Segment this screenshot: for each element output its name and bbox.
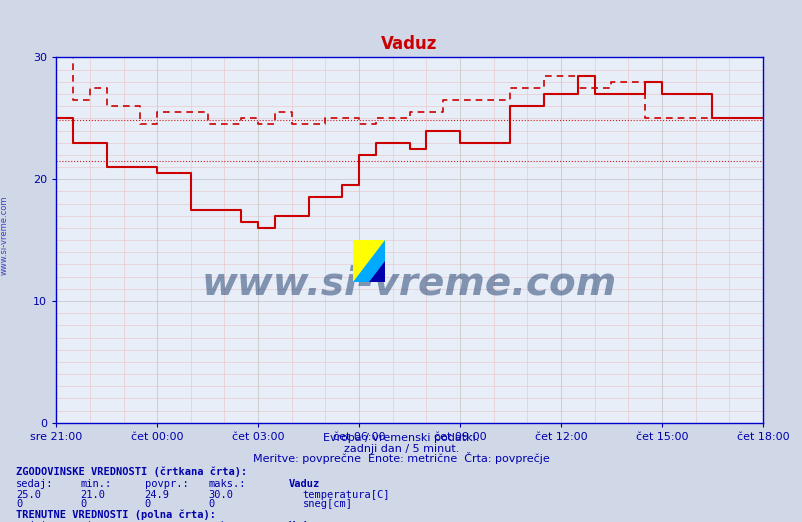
Text: maks.:: maks.: bbox=[209, 521, 246, 522]
Text: 0: 0 bbox=[144, 500, 151, 509]
Text: 25.0: 25.0 bbox=[16, 490, 41, 500]
Text: 21.0: 21.0 bbox=[80, 490, 105, 500]
Text: Vaduz: Vaduz bbox=[289, 479, 320, 489]
Text: maks.:: maks.: bbox=[209, 479, 246, 489]
Text: Evropa / vremenski podatki.: Evropa / vremenski podatki. bbox=[323, 433, 479, 443]
Text: TRENUTNE VREDNOSTI (polna črta):: TRENUTNE VREDNOSTI (polna črta): bbox=[16, 509, 216, 520]
Text: Meritve: povprečne  Enote: metrične  Črta: povprečje: Meritve: povprečne Enote: metrične Črta:… bbox=[253, 452, 549, 464]
Text: 0: 0 bbox=[16, 500, 22, 509]
Text: zadnji dan / 5 minut.: zadnji dan / 5 minut. bbox=[343, 444, 459, 454]
Polygon shape bbox=[353, 240, 385, 282]
Text: sedaj:: sedaj: bbox=[16, 521, 54, 522]
Text: Vaduz: Vaduz bbox=[289, 521, 320, 522]
Text: www.si-vreme.com: www.si-vreme.com bbox=[201, 265, 617, 303]
Text: 0: 0 bbox=[209, 500, 215, 509]
Polygon shape bbox=[353, 240, 385, 282]
Text: povpr.:: povpr.: bbox=[144, 479, 188, 489]
Text: www.si-vreme.com: www.si-vreme.com bbox=[0, 195, 9, 275]
Text: min.:: min.: bbox=[80, 521, 111, 522]
Title: Vaduz: Vaduz bbox=[381, 35, 437, 53]
Text: povpr.:: povpr.: bbox=[144, 521, 188, 522]
Text: 0: 0 bbox=[80, 500, 87, 509]
Text: 30.0: 30.0 bbox=[209, 490, 233, 500]
Text: temperatura[C]: temperatura[C] bbox=[302, 490, 390, 500]
Text: sedaj:: sedaj: bbox=[16, 479, 54, 489]
Text: ZGODOVINSKE VREDNOSTI (črtkana črta):: ZGODOVINSKE VREDNOSTI (črtkana črta): bbox=[16, 467, 247, 477]
Text: min.:: min.: bbox=[80, 479, 111, 489]
Polygon shape bbox=[369, 261, 385, 282]
Text: 24.9: 24.9 bbox=[144, 490, 169, 500]
Text: sneg[cm]: sneg[cm] bbox=[302, 500, 352, 509]
